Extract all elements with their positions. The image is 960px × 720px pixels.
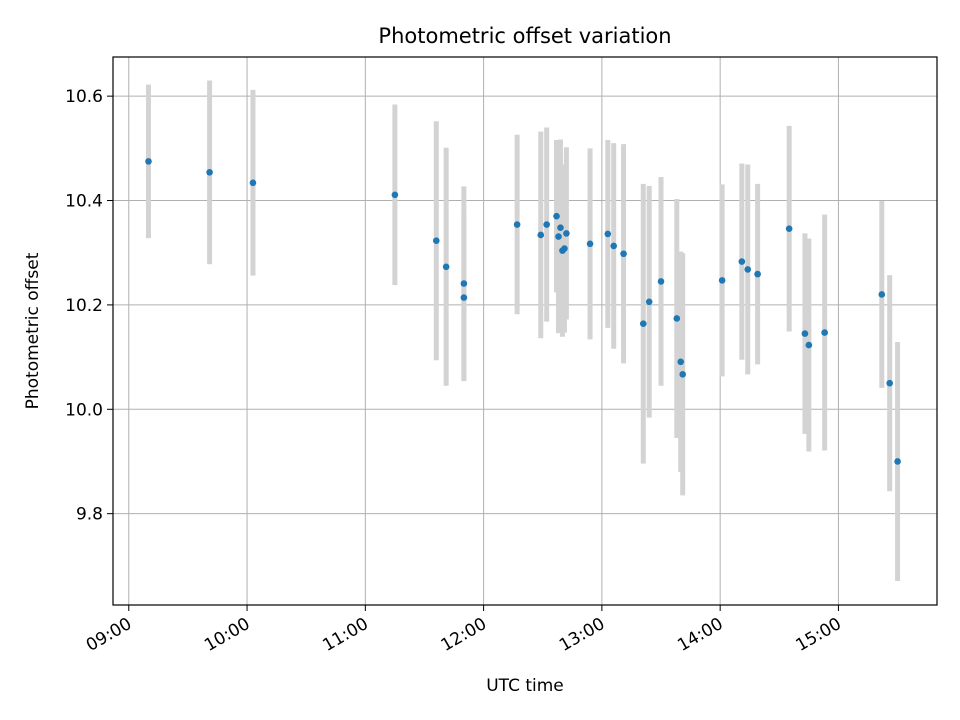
y-tick-label: 10.0: [65, 400, 103, 420]
data-point: [543, 221, 550, 228]
y-axis-ticks: 9.8 10.0 10.2 10.4 10.6: [65, 87, 113, 525]
data-point: [894, 458, 901, 465]
data-point: [821, 329, 828, 336]
data-point: [513, 221, 521, 228]
data-points: [145, 158, 901, 465]
x-tick-label: 14:00: [674, 614, 726, 656]
y-tick-label: 10.6: [65, 87, 103, 107]
data-point: [805, 341, 813, 349]
error-bars: [145, 80, 901, 581]
data-point: [391, 191, 399, 199]
data-point: [537, 231, 545, 239]
data-point: [557, 224, 564, 231]
data-point: [563, 230, 570, 237]
data-point: [586, 240, 594, 248]
data-point: [555, 233, 562, 240]
x-tick-label: 09:00: [83, 614, 135, 656]
data-point: [657, 278, 665, 285]
data-point: [677, 358, 685, 366]
data-point: [442, 263, 450, 271]
x-tick-label: 11:00: [319, 614, 371, 656]
data-point: [785, 225, 793, 233]
x-tick-label: 13:00: [556, 614, 608, 656]
data-point: [639, 320, 647, 327]
data-point: [432, 237, 440, 245]
data-point: [801, 330, 809, 337]
data-point: [679, 371, 687, 378]
data-point: [553, 212, 560, 220]
y-axis-label: Photometric offset: [23, 252, 43, 409]
data-point: [604, 230, 612, 238]
x-tick-label: 10:00: [201, 614, 253, 656]
data-point: [145, 158, 152, 165]
data-point: [610, 242, 618, 250]
y-tick-label: 10.4: [65, 192, 103, 212]
x-axis-label: UTC time: [486, 676, 564, 696]
data-point: [886, 379, 893, 387]
x-axis-ticks: 09:00 10:00 11:00 12:00 13:00 14:00 15:00: [83, 605, 845, 656]
data-point: [744, 266, 752, 273]
data-point: [206, 169, 213, 176]
grid-lines: [113, 57, 937, 605]
data-point: [620, 250, 627, 258]
x-tick-label: 12:00: [438, 614, 490, 656]
x-tick-label: 15:00: [793, 614, 845, 656]
y-tick-label: 9.8: [76, 505, 103, 525]
data-point: [561, 245, 568, 252]
data-point: [718, 277, 726, 284]
data-point: [673, 315, 681, 322]
chart-title: Photometric offset variation: [378, 24, 671, 48]
data-point: [460, 294, 468, 301]
data-point: [878, 291, 886, 298]
plot-area-frame: [112, 56, 938, 606]
y-tick-label: 10.2: [65, 296, 103, 316]
data-point: [249, 179, 257, 187]
data-point: [754, 270, 761, 278]
data-point: [460, 280, 468, 287]
data-point: [738, 258, 746, 265]
data-point: [645, 298, 653, 306]
